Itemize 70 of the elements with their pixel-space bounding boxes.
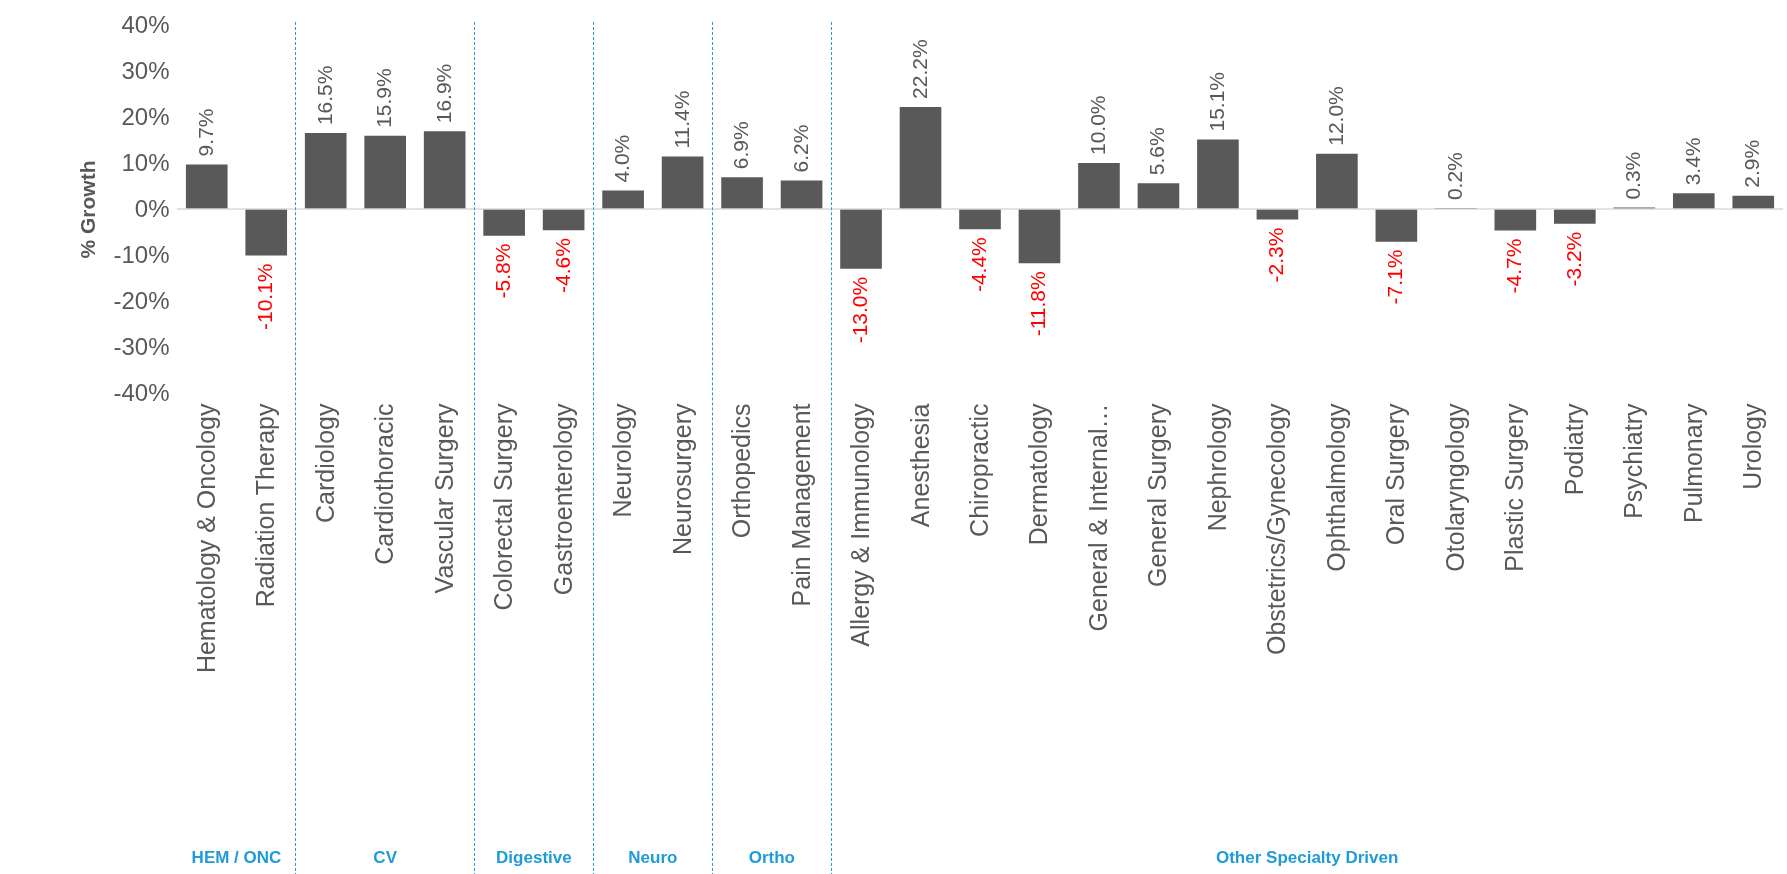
x-tick-label: Otolaryngology bbox=[1440, 403, 1469, 572]
x-tick-label: Podiatry bbox=[1559, 403, 1588, 496]
data-label: 16.5% bbox=[312, 65, 336, 126]
y-tick-label: -10% bbox=[113, 240, 170, 268]
y-tick-label: -20% bbox=[113, 286, 170, 314]
x-tick-label: Anesthesia bbox=[905, 403, 934, 528]
x-tick-label: Plastic Surgery bbox=[1500, 403, 1529, 572]
x-tick-label: Hematology & Oncology bbox=[191, 403, 220, 674]
data-label: -5.8% bbox=[491, 243, 515, 299]
x-tick-label: Urology bbox=[1738, 403, 1767, 490]
text: Digestive bbox=[496, 848, 572, 867]
data-label: -13.0% bbox=[848, 276, 872, 344]
data-label: 0.2% bbox=[1442, 152, 1466, 201]
data-label: 3.4% bbox=[1680, 137, 1704, 186]
data-label: 4.0% bbox=[610, 134, 634, 183]
x-tick-label: Chiropractic bbox=[965, 403, 993, 537]
text: Other Specialty Driven bbox=[1215, 848, 1399, 867]
x-tick-label: Oral Surgery bbox=[1381, 403, 1410, 546]
x-tick-label: Pulmonary bbox=[1678, 403, 1707, 523]
data-label: 2.9% bbox=[1740, 139, 1764, 188]
data-label: 22.2% bbox=[907, 39, 931, 99]
x-tick-label: Nephrology bbox=[1202, 403, 1231, 532]
data-label: -2.3% bbox=[1264, 227, 1288, 283]
data-label: 12.0% bbox=[1323, 86, 1347, 146]
x-tick-label: Ophthalmology bbox=[1321, 403, 1350, 572]
data-label: 10.0% bbox=[1085, 95, 1109, 155]
data-label: -10.1% bbox=[253, 263, 277, 331]
text: Ortho bbox=[748, 848, 795, 867]
data-label: 5.6% bbox=[1145, 127, 1169, 176]
y-tick-label: 20% bbox=[121, 102, 170, 130]
data-label: -11.8% bbox=[1026, 271, 1050, 337]
data-label: -4.7% bbox=[1502, 238, 1526, 294]
x-tick-label: Allergy & Immunology bbox=[846, 403, 875, 647]
data-label: 0.3% bbox=[1621, 151, 1645, 200]
x-tick-label: Cardiothoracic bbox=[370, 403, 399, 565]
data-label: 6.9% bbox=[729, 121, 753, 170]
text: Neuro bbox=[628, 848, 678, 867]
x-tick-label: Neurosurgery bbox=[667, 403, 696, 555]
data-label: 16.9% bbox=[431, 63, 455, 124]
data-label: 15.1% bbox=[1204, 71, 1228, 132]
y-tick-label: 40% bbox=[121, 10, 170, 38]
data-label: 6.2% bbox=[788, 124, 812, 173]
x-tick-label: Psychiatry bbox=[1619, 403, 1648, 519]
y-tick-label: 30% bbox=[121, 56, 170, 84]
x-tick-label: Cardiology bbox=[310, 403, 339, 524]
data-label: -4.4% bbox=[967, 237, 990, 293]
x-tick-label: General Surgery bbox=[1143, 403, 1172, 587]
x-tick-label: General & Internal… bbox=[1083, 403, 1112, 632]
y-tick-label: 10% bbox=[121, 148, 170, 176]
x-tick-label: Colorectal Surgery bbox=[489, 403, 518, 611]
x-tick-label: Orthopedics bbox=[727, 403, 756, 539]
data-label: 15.9% bbox=[372, 68, 396, 128]
y-tick-label: -30% bbox=[113, 332, 170, 360]
y-tick-label: 0% bbox=[134, 194, 170, 222]
data-label: -4.6% bbox=[550, 238, 574, 294]
x-tick-label: Neurology bbox=[608, 403, 637, 518]
x-tick-label: Obstetrics/Gynecology bbox=[1262, 403, 1291, 655]
data-label: 11.4% bbox=[669, 90, 693, 149]
x-tick-label: Gastroenterology bbox=[548, 403, 577, 596]
x-tick-label: Dermatology bbox=[1024, 403, 1053, 546]
y-tick-label: -40% bbox=[113, 378, 170, 406]
text: HEM / ONC bbox=[191, 848, 282, 867]
x-tick-label: Vascular Surgery bbox=[429, 403, 458, 594]
x-tick-label: Pain Management bbox=[786, 403, 815, 607]
y-axis-title: % Growth bbox=[76, 160, 100, 259]
x-tick-label: Radiation Therapy bbox=[251, 403, 280, 608]
data-label: -7.1% bbox=[1383, 249, 1407, 305]
data-label: 9.7% bbox=[193, 108, 217, 157]
text: CV bbox=[373, 848, 398, 867]
data-label: -3.2% bbox=[1561, 231, 1585, 287]
